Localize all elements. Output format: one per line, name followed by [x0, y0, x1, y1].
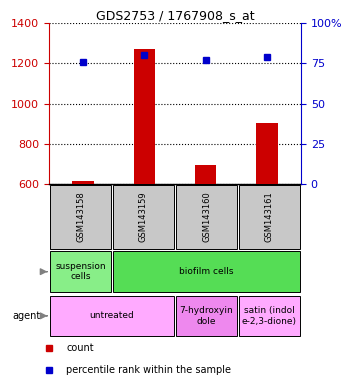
Text: suspension
cells: suspension cells [55, 262, 106, 281]
Text: GSM143161: GSM143161 [265, 192, 274, 242]
Text: satin (indol
e-2,3-dione): satin (indol e-2,3-dione) [242, 306, 297, 326]
Bar [176, 296, 237, 336]
Bar [239, 185, 300, 249]
Bar [50, 252, 111, 292]
Text: percentile rank within the sample: percentile rank within the sample [66, 364, 231, 375]
Bar [133, 49, 155, 305]
Bar [176, 185, 237, 249]
Text: agent: agent [12, 311, 40, 321]
Text: biofilm cells: biofilm cells [179, 267, 234, 276]
Bar [50, 296, 174, 336]
Text: GSM143158: GSM143158 [76, 192, 85, 242]
Bar [195, 165, 217, 305]
Bar [50, 185, 111, 249]
Text: 7-hydroxyin
dole: 7-hydroxyin dole [180, 306, 233, 326]
Title: GDS2753 / 1767908_s_at: GDS2753 / 1767908_s_at [96, 9, 254, 22]
Text: count: count [66, 343, 94, 354]
Bar [72, 181, 93, 305]
Bar [239, 296, 300, 336]
Text: GSM143159: GSM143159 [139, 192, 148, 242]
Bar [113, 252, 300, 292]
Text: GSM143160: GSM143160 [202, 192, 211, 242]
Text: untreated: untreated [90, 311, 134, 320]
Bar [257, 123, 278, 305]
Bar [113, 185, 174, 249]
